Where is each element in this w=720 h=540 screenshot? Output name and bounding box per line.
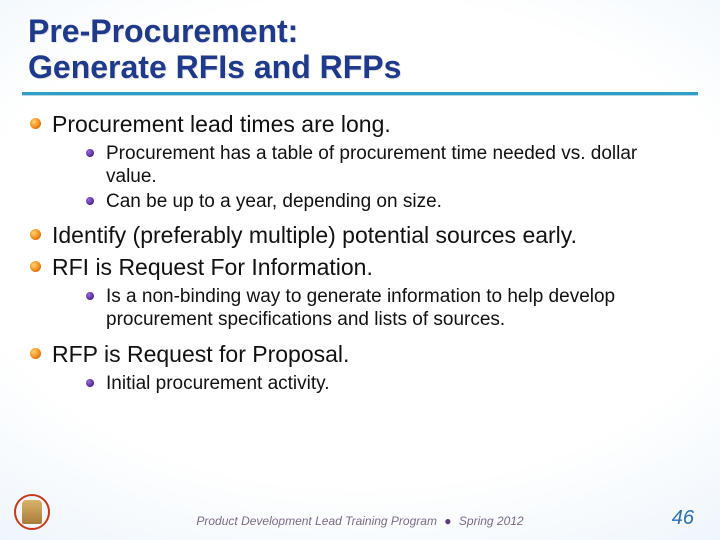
sub-bullet-text: Procurement has a table of procurement t… <box>106 143 637 187</box>
page-number: 46 <box>672 507 694 530</box>
sub-bullet-list: Procurement has a table of procurement t… <box>52 142 692 214</box>
sub-bullet-list: Is a non-binding way to generate informa… <box>52 285 692 331</box>
sub-bullet-text: Initial procurement activity. <box>106 373 330 394</box>
footer-program: Product Development Lead Training Progra… <box>196 514 437 528</box>
sub-bullet-item: Can be up to a year, depending on size. <box>86 190 692 213</box>
title-line-1: Pre-Procurement: <box>28 13 298 49</box>
sub-bullet-item: Initial procurement activity. <box>86 372 692 395</box>
footer: Product Development Lead Training Progra… <box>0 514 720 528</box>
bullet-list: Procurement lead times are long. Procure… <box>28 110 692 395</box>
footer-term: Spring 2012 <box>459 514 524 528</box>
bullet-item: Procurement lead times are long. Procure… <box>28 110 692 214</box>
bullet-separator-icon: ● <box>440 514 455 528</box>
bullet-item: Identify (preferably multiple) potential… <box>28 221 692 249</box>
title-underline <box>22 92 698 96</box>
sub-bullet-text: Can be up to a year, depending on size. <box>106 191 442 212</box>
bullet-text: Identify (preferably multiple) potential… <box>52 222 577 248</box>
sub-bullet-item: Is a non-binding way to generate informa… <box>86 285 692 331</box>
slide-title: Pre-Procurement: Generate RFIs and RFPs <box>28 14 692 86</box>
sub-bullet-text: Is a non-binding way to generate informa… <box>106 286 615 330</box>
bullet-item: RFI is Request For Information. Is a non… <box>28 253 692 331</box>
bullet-text: RFI is Request For Information. <box>52 254 373 280</box>
bullet-item: RFP is Request for Proposal. Initial pro… <box>28 340 692 395</box>
title-line-2: Generate RFIs and RFPs <box>28 49 401 85</box>
bullet-text: RFP is Request for Proposal. <box>52 341 349 367</box>
sub-bullet-item: Procurement has a table of procurement t… <box>86 142 692 188</box>
bullet-text: Procurement lead times are long. <box>52 111 391 137</box>
slide: Pre-Procurement: Generate RFIs and RFPs … <box>0 0 720 540</box>
sub-bullet-list: Initial procurement activity. <box>52 372 692 395</box>
